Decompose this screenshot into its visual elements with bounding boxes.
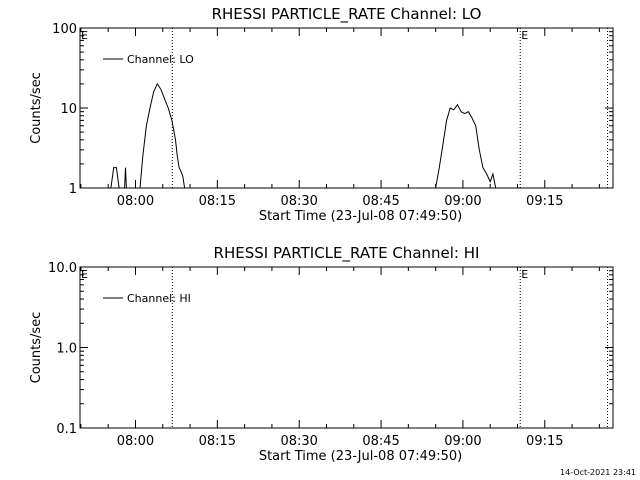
x-tick-label: 08:15 [199,434,236,449]
x-tick-label: 08:15 [199,194,236,209]
y-tick-label: 10 [60,102,77,117]
x-tick-label: 09:15 [526,194,563,209]
footer-timestamp: 14-Oct-2021 23:41 [560,468,636,477]
chart-title: RHESSI PARTICLE_RATE Channel: LO [212,5,482,24]
series-line [435,103,497,189]
x-axis-label: Start Time (23-Jul-08 07:49:50) [259,209,462,224]
x-axis: 08:00 08:15 08:30 08:45 09:00 09:15 [80,28,600,209]
x-tick-label: 08:30 [280,434,317,449]
x-tick-label: 08:00 [117,434,154,449]
y-axis-label: Counts/sec [29,72,44,144]
x-axis: 08:00 08:15 08:30 08:45 09:00 09:15 [80,267,600,449]
y-axis: 0.1 1.0 10.0 [48,261,613,437]
series-line [110,167,120,189]
series-line [139,82,186,189]
plot-frame [79,27,614,189]
legend-label: Channel: LO [127,53,194,66]
y-axis-label: Counts/sec [29,312,44,384]
legend-label: Channel: HI [127,292,191,305]
x-tick-label: 08:00 [117,194,154,209]
chart-title: RHESSI PARTICLE_RATE Channel: HI [214,244,480,263]
y-tick-label: 0.1 [56,422,77,437]
y-tick-label: 10.0 [48,261,77,276]
y-tick-label: 1.0 [56,342,77,357]
legend: Channel: LO [103,53,194,66]
x-tick-label: 08:45 [362,194,399,209]
time-marker-label: E [521,268,528,281]
axis-flag: E [81,268,88,281]
axis-flag: E [81,29,88,42]
x-tick-label: 09:15 [526,434,563,449]
x-tick-label: 08:30 [280,194,317,209]
x-tick-label: 08:45 [362,434,399,449]
x-tick-label: 09:00 [444,434,481,449]
time-marker-label: E [521,29,528,42]
x-tick-label: 09:00 [444,194,481,209]
x-axis-label: Start Time (23-Jul-08 07:49:50) [259,449,462,464]
y-tick-label: 1 [69,182,77,197]
y-axis: 1 10 100 [52,22,613,197]
series-line [124,167,127,189]
y-tick-label: 100 [52,22,77,37]
legend: Channel: HI [103,292,191,305]
